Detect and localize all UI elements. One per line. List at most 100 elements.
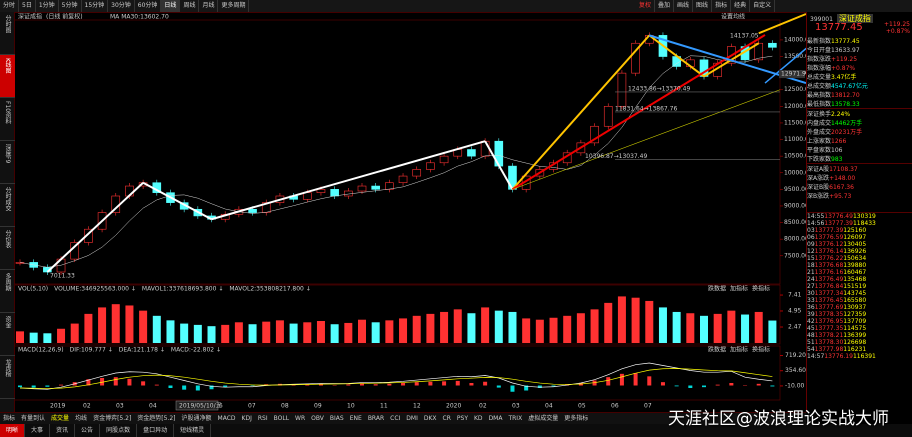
indicator-tab[interactable]: 指标 (3, 415, 16, 422)
tool-tab[interactable]: 画线 (674, 0, 694, 12)
volume-bar (303, 322, 312, 343)
tool-tab[interactable]: 经典 (731, 0, 751, 12)
period-tab[interactable]: 更多周期 (218, 0, 250, 12)
tick-time: 06 (807, 234, 815, 241)
period-tab[interactable]: 5日 (19, 0, 36, 12)
indicator-tab[interactable]: DKX (423, 415, 437, 422)
indicator-tab[interactable]: 均线 (75, 415, 88, 422)
indicator-tab[interactable]: KDJ (241, 415, 252, 422)
macd-bar (45, 385, 50, 387)
indicator-tab[interactable]: 虚拟成交量 (528, 415, 559, 422)
indicator-tab[interactable]: OBV (311, 415, 324, 422)
tick-volume: 125160 (843, 227, 867, 234)
side-tab[interactable]: F10资料 (0, 98, 15, 141)
name: 深证成指 (836, 14, 873, 23)
side-tab[interactable]: 多周期 (0, 270, 15, 313)
tool-tab[interactable]: 图线 (693, 0, 713, 12)
tick-price: 13777.34 (814, 290, 844, 297)
quote-row: 外盘成交20231万手 (807, 127, 912, 136)
quote-label: 指数涨幅 (807, 65, 832, 72)
quote-label: 指数涨跌 (807, 56, 832, 63)
macd-bar (715, 384, 720, 386)
side-tab[interactable]: 深度F9 (0, 141, 15, 184)
side-tab[interactable]: 资金 (0, 313, 15, 356)
period-tab[interactable]: 60分钟 (135, 0, 162, 12)
quote-value: +0.87% (831, 65, 856, 72)
macd-bar (674, 385, 679, 387)
tool-tab[interactable]: 叠加 (655, 0, 675, 12)
tick-volume: 165580 (843, 297, 867, 304)
side-tab[interactable]: 分价表 (0, 227, 15, 270)
y-tick-label: 14000.00 (784, 36, 813, 43)
x-tick-label: 04 (149, 403, 157, 410)
tick-row: 1813776.68139880 (807, 262, 912, 269)
status-tab[interactable]: 大事 (25, 424, 51, 437)
candle (371, 185, 380, 190)
side-tab[interactable]: 分时图 (0, 12, 15, 55)
quote-row: 内盘成交14462万手 (807, 118, 912, 127)
period-tab[interactable]: 周线 (180, 0, 200, 12)
status-tab[interactable]: 明晰 (0, 424, 26, 437)
indicator-tab[interactable]: 沪股通净额 (181, 415, 212, 422)
indicator-tab[interactable]: ENE (349, 415, 362, 422)
tick-price: 13777.69 (814, 304, 844, 311)
indicator-tab[interactable]: BIAS (329, 415, 344, 422)
volume-bar (316, 321, 325, 343)
indicator-tab[interactable]: DMA (488, 415, 503, 422)
quote-row: 平盘家数106 (807, 145, 912, 154)
period-tab[interactable]: 15分钟 (82, 0, 109, 12)
ma-setting: 设置均线 (721, 13, 745, 21)
tick-price: 13776.68 (814, 262, 844, 269)
tick-time: 48 (807, 332, 815, 339)
vol-header: VOL(5,10) (18, 286, 48, 293)
candle (357, 185, 367, 192)
y-tick-label: 12000.00 (784, 103, 813, 110)
quote-row: 指数涨幅+0.87% (807, 63, 912, 72)
status-tab[interactable]: 短线精灵 (174, 424, 212, 437)
indicator-tab[interactable]: 成交量 (51, 415, 70, 422)
indicator-tab[interactable]: 资金趋势[5.2] (137, 415, 176, 422)
side-tab[interactable]: 龙虎榜 (0, 356, 15, 399)
period-tab[interactable]: 30分钟 (108, 0, 135, 12)
indicator-tab[interactable]: KD (474, 415, 483, 422)
indicator-tab[interactable]: 资金博弈[5.2] (93, 415, 132, 422)
indicator-tab[interactable]: CCI (390, 415, 401, 422)
volume-bar (248, 324, 257, 343)
quote-row: 最高指数13812.70 (807, 90, 912, 99)
status-tab[interactable]: 公告 (75, 424, 101, 437)
period-tab[interactable]: 日线 (161, 0, 181, 12)
tool-tab[interactable]: 复权 (636, 0, 656, 12)
macd-bar (442, 381, 447, 386)
period-tab[interactable]: 月线 (199, 0, 219, 12)
tool-tab[interactable]: 指标 (712, 0, 732, 12)
indicator-tab[interactable]: PSY (456, 415, 468, 422)
indicator-tab[interactable]: 更多指标 (564, 415, 589, 422)
indicator-tab[interactable]: 有量到认 (21, 415, 46, 422)
status-tab[interactable]: 盘口异动 (137, 424, 175, 437)
macd-bar (483, 381, 488, 386)
indicator-tab[interactable]: WR (295, 415, 306, 422)
side-tab[interactable]: 分时成交 (0, 184, 15, 227)
indicator-tab[interactable]: DMI (406, 415, 418, 422)
period-tab[interactable]: 分时 (0, 0, 20, 12)
indicator-tab[interactable]: BRAR (367, 415, 385, 422)
macd-bar (86, 379, 91, 386)
macd-bar (660, 382, 665, 386)
candle (330, 189, 339, 197)
status-tab[interactable]: 资讯 (50, 424, 76, 437)
period-tab[interactable]: 5分钟 (59, 0, 82, 12)
tick-volume: 114575 (843, 325, 867, 332)
indicator-tab[interactable]: MACD (217, 415, 236, 422)
tool-tab[interactable]: 自定义 (750, 0, 776, 12)
status-tab[interactable]: 同股点数 (100, 424, 138, 437)
indicator-tab[interactable]: TRIX (508, 415, 523, 422)
indicator-tab[interactable]: CR (442, 415, 451, 422)
side-tab[interactable]: K线图 (0, 55, 15, 98)
quote-label: 下跌家数 (807, 156, 832, 163)
period-tab[interactable]: 1分钟 (36, 0, 59, 12)
price-box (779, 70, 805, 79)
indicator-tab[interactable]: RSI (257, 415, 268, 422)
pct: +0.87% (885, 28, 910, 35)
indicator-tab[interactable]: BOLL (273, 415, 290, 422)
candle (84, 228, 93, 243)
